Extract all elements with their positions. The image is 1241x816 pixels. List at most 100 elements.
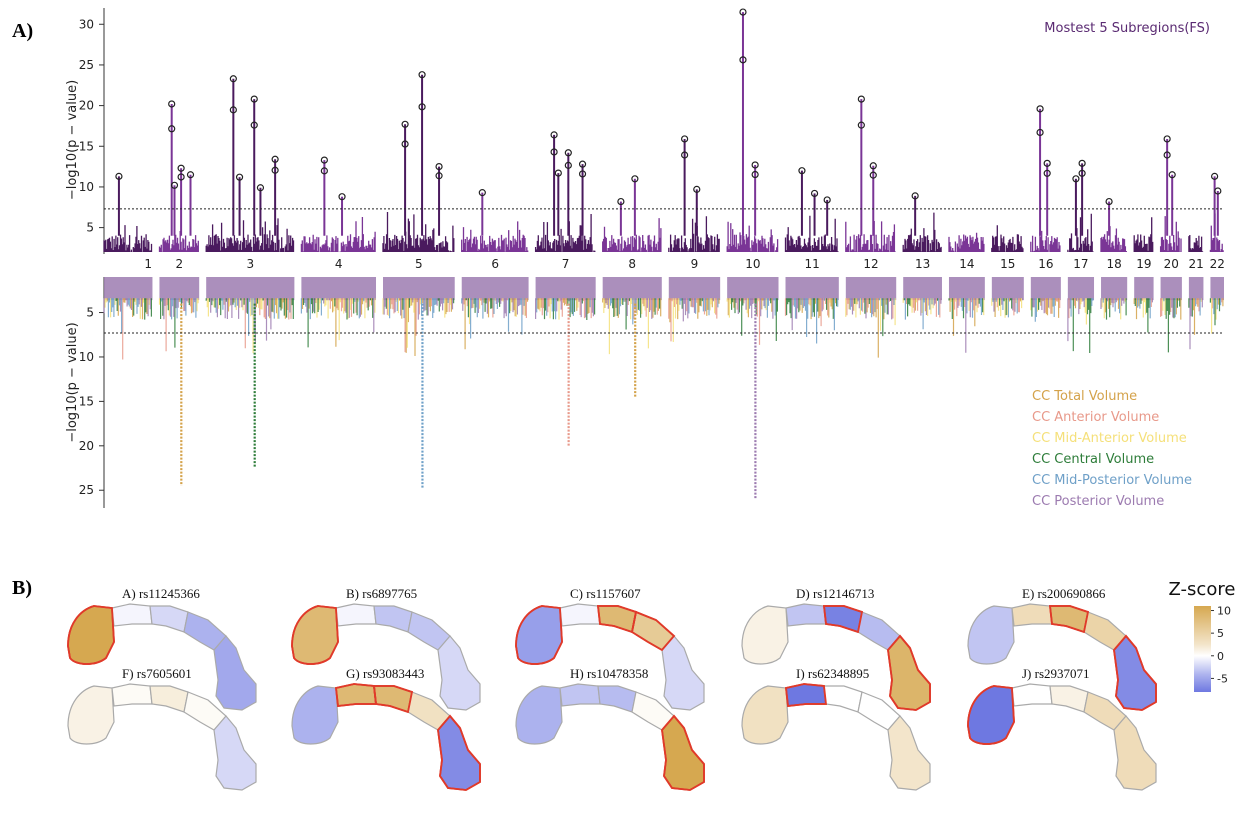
top-y-tick-label: 10 [79,180,94,194]
manhattan-points [602,218,662,252]
lead-snp-marker [857,121,865,129]
cc-subregion [887,715,931,791]
lower-points [382,298,451,348]
cc-subregion [741,605,789,665]
cc-subregion-highlight [822,605,864,634]
manhattan-points [1209,213,1224,252]
colorbar-tick-label: -5 [1217,672,1228,685]
lead-snp-marker [418,103,426,111]
chromosome-label: 13 [915,257,930,271]
lead-snp-marker [401,140,409,148]
lower-points [784,298,829,327]
lead-snp-marker [271,166,279,174]
lower-points [1077,298,1087,325]
top-y-tick-label: 15 [79,139,94,153]
lower-density-block [991,277,1024,301]
lower-points [1211,298,1217,334]
lower-points [735,298,774,319]
lower-points [389,298,449,319]
cc-subregion [559,683,601,707]
lead-snp-marker [823,196,831,204]
cc-map: I) rs62348895 [741,666,931,791]
lead-snp-marker [564,149,572,157]
lower-points [461,298,525,339]
lower-points [465,298,511,318]
legend-entry: CC Posterior Volume [1032,494,1164,509]
cc-map: B) rs6897765 [291,586,481,711]
chromosome-label: 3 [246,257,254,271]
manhattan-points [902,212,942,252]
lower-points [612,298,661,330]
cc-subregion-highlight [1113,634,1157,711]
cc-subregion [437,635,481,711]
panel-a-label: A) [12,20,34,42]
lower-points [996,298,1020,316]
chromosome-label: 4 [335,257,343,271]
manhattan-points [205,218,295,252]
cc-subregion [597,685,637,713]
lower-density-block [301,277,377,301]
lower-density-block [1030,277,1061,301]
manhattan-points [1100,226,1127,252]
lower-points [1213,298,1222,315]
cc-subregion [1113,715,1157,791]
lead-snp-marker [857,95,865,103]
lower-points [163,298,196,320]
lower-points [104,298,150,319]
cc-map: G) rs93083443 [291,666,481,791]
lower-points [668,298,718,342]
lower-points [1217,298,1224,307]
lower-points [541,298,592,319]
chromosome-label: 18 [1106,257,1121,271]
lead-snp-marker [1163,151,1171,159]
lower-points [1034,298,1055,322]
lower-density-block [461,277,529,301]
lead-snp-marker [550,148,558,156]
lead-snp-marker [1163,135,1171,143]
lower-points [537,298,590,314]
manhattan-points [948,232,985,252]
lower-points [1171,298,1174,318]
colorbar [1194,606,1211,692]
lower-points [463,298,527,318]
lower-points [1137,298,1151,319]
bottom-y-tick-label: 10 [79,350,94,364]
cc-subregion [67,685,115,745]
lower-points [543,298,596,320]
lead-snp-marker [1072,175,1080,183]
lead-snp-marker [617,197,625,206]
cc-map-title: H) rs10478358 [570,666,648,681]
lead-snp-marker [401,120,409,128]
manhattan-points [845,221,896,252]
lower-points [845,298,896,331]
chromosome-label: 19 [1136,257,1151,271]
lower-points [1072,298,1092,353]
lower-points [624,298,658,320]
lead-snp-marker [256,184,265,192]
lower-density-block [668,277,721,301]
cc-subregion [213,715,257,791]
chromosome-label: 9 [691,257,699,271]
lower-points [793,298,839,344]
lower-points [178,298,193,314]
lower-points [603,298,649,355]
panel-b-label: B) [12,577,32,599]
chromosome-label: 12 [863,257,878,271]
cc-subregion [559,603,601,627]
lower-points [809,298,831,306]
lower-points [304,298,375,333]
lower-points [160,298,190,348]
lead-snp-marker [1036,128,1044,137]
cc-map: E) rs200690866 [967,586,1157,711]
lower-density-block [1101,277,1128,301]
lead-snp-marker [1211,172,1219,180]
lower-points [849,298,895,318]
lower-points [850,298,893,320]
lead-snp-marker [1078,159,1086,167]
lead-snp-marker [1105,197,1113,206]
chromosome-label: 7 [562,257,570,271]
lower-points [1134,298,1150,333]
cc-map-title: J) rs2937071 [1022,666,1090,681]
lower-points [106,298,148,320]
lead-snp-marker [1043,169,1051,177]
